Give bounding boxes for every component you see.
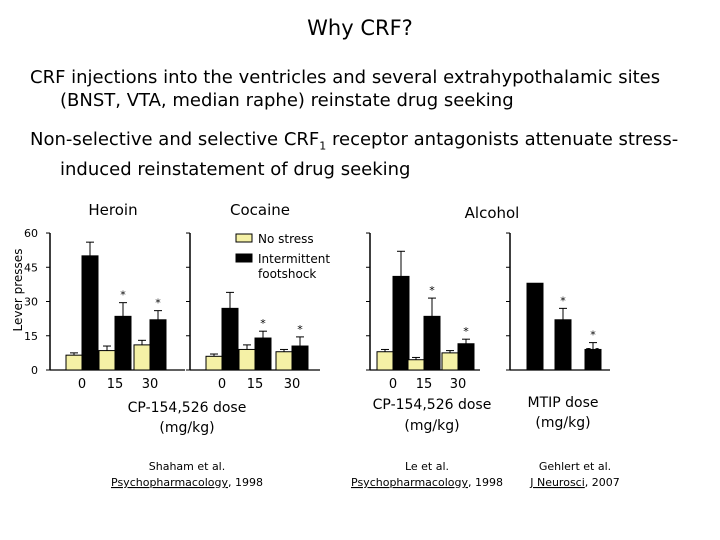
citation-authors-1: Le et al.	[405, 460, 449, 473]
citation-source-0: Psychopharmacology, 1998	[111, 476, 263, 489]
bar-alcohol-3-footshock-15	[554, 319, 572, 371]
bullet-crf-injections: CRF injections into the ventricles and s…	[30, 66, 700, 112]
legend-swatch-no-stress	[235, 233, 253, 243]
legend-label-footshock-line1: Intermittent	[258, 252, 330, 266]
y-tick-label-30: 30	[24, 296, 38, 309]
bar-cocaine-1-nostress-0	[205, 355, 223, 371]
dose-label-2-line1: MTIP dose	[527, 395, 598, 411]
x-tick-label-0-15: 15	[107, 377, 124, 392]
significance-marker-0-30: *	[155, 297, 161, 310]
bullet1-line1: CRF injections into the ventricles and s…	[30, 67, 661, 88]
bar-alcohol-2-nostress-0	[376, 351, 394, 371]
bar-alcohol-2-footshock-0	[392, 275, 410, 371]
bullet-crf-antagonists: Non-selective and selective CRF1 recepto…	[30, 128, 700, 181]
legend-label-footshock-line2: footshock	[258, 267, 316, 281]
y-tick-label-15: 15	[24, 330, 38, 343]
dose-label-0-line1: CP-154,526 dose	[128, 400, 247, 416]
bar-heroin-0-nostress-30	[133, 344, 151, 371]
bar-cocaine-1-footshock-0	[221, 307, 239, 371]
y-tick-label-45: 45	[24, 261, 38, 274]
dose-label-1-line2: (mg/kg)	[404, 418, 459, 434]
bullet2-line1-b: receptor antagonists attenuate stress-	[326, 129, 679, 150]
citation-source-1: Psychopharmacology, 1998	[351, 476, 503, 489]
significance-marker-1-15: *	[260, 317, 266, 330]
bar-cocaine-1-nostress-15	[238, 348, 256, 371]
citation-source-2: J Neurosci, 2007	[529, 476, 620, 489]
citation-authors-2: Gehlert et al.	[539, 460, 611, 473]
significance-marker-0-15: *	[120, 289, 126, 302]
x-tick-label-0-0: 0	[78, 377, 86, 392]
bar-alcohol-2-footshock-30	[457, 343, 475, 371]
y-tick-label-0: 0	[31, 364, 38, 377]
bar-heroin-0-footshock-30	[149, 319, 167, 371]
significance-marker-3-30: *	[590, 329, 596, 342]
x-tick-label-2-15: 15	[416, 377, 433, 392]
x-tick-label-1-15: 15	[247, 377, 264, 392]
citation-authors-0: Shaham et al.	[149, 460, 226, 473]
bar-heroin-0-footshock-0	[81, 255, 99, 371]
x-tick-label-1-30: 30	[284, 377, 301, 392]
dose-label-0-line2: (mg/kg)	[159, 420, 214, 436]
legend-swatch-footshock	[235, 253, 253, 263]
bar-alcohol-3-footshock-0	[526, 282, 544, 371]
citation-year-2: , 2007	[585, 476, 620, 489]
x-tick-label-2-0: 0	[389, 377, 397, 392]
dose-label-2-line2: (mg/kg)	[535, 415, 590, 431]
dose-label-1-line1: CP-154,526 dose	[373, 397, 492, 413]
significance-marker-3-15: *	[560, 294, 566, 307]
bar-alcohol-2-nostress-30	[441, 352, 459, 371]
bullet2-line1-a: Non-selective and selective CRF	[30, 129, 320, 150]
y-tick-label-60: 60	[24, 227, 38, 240]
bullet2-line2: induced reinstatement of drug seeking	[60, 158, 411, 180]
x-tick-label-2-30: 30	[450, 377, 467, 392]
x-tick-label-0-30: 30	[142, 377, 159, 392]
bar-heroin-0-footshock-15	[114, 315, 132, 371]
significance-marker-2-15: *	[429, 284, 435, 297]
x-tick-label-3-15: 15	[555, 347, 572, 362]
citation-journal-1: Psychopharmacology	[351, 476, 468, 489]
x-tick-label-1-0: 0	[218, 377, 226, 392]
bar-cocaine-1-footshock-15	[254, 337, 272, 371]
legend-label-no-stress: No stress	[258, 232, 314, 246]
bar-heroin-0-nostress-0	[65, 354, 83, 371]
bullet1-line2: (BNST, VTA, median raphe) reinstate drug…	[60, 90, 514, 111]
bar-alcohol-2-nostress-15	[407, 359, 425, 371]
panel-title-alcohol: Alcohol	[465, 204, 520, 222]
bar-cocaine-1-nostress-30	[275, 351, 293, 371]
x-tick-label-3-0: 0	[531, 347, 539, 362]
citation-journal-0: Psychopharmacology	[111, 476, 228, 489]
panel-title-cocaine: Cocaine	[230, 201, 290, 219]
citation-journal-2: J Neurosci	[529, 476, 585, 489]
bar-cocaine-1-footshock-30	[291, 345, 309, 371]
bullet2-subscript: 1	[319, 139, 327, 153]
panel-title-heroin: Heroin	[88, 201, 137, 219]
significance-marker-2-30: *	[463, 325, 469, 338]
citation-year-1: , 1998	[468, 476, 503, 489]
citation-year-0: , 1998	[228, 476, 263, 489]
bar-alcohol-2-footshock-15	[423, 315, 441, 371]
slide-title: Why CRF?	[307, 16, 413, 40]
significance-marker-1-30: *	[297, 323, 303, 336]
y-axis-label: Lever presses	[11, 249, 25, 332]
x-tick-label-3-30: 30	[585, 347, 602, 362]
bar-heroin-0-nostress-15	[98, 350, 116, 371]
